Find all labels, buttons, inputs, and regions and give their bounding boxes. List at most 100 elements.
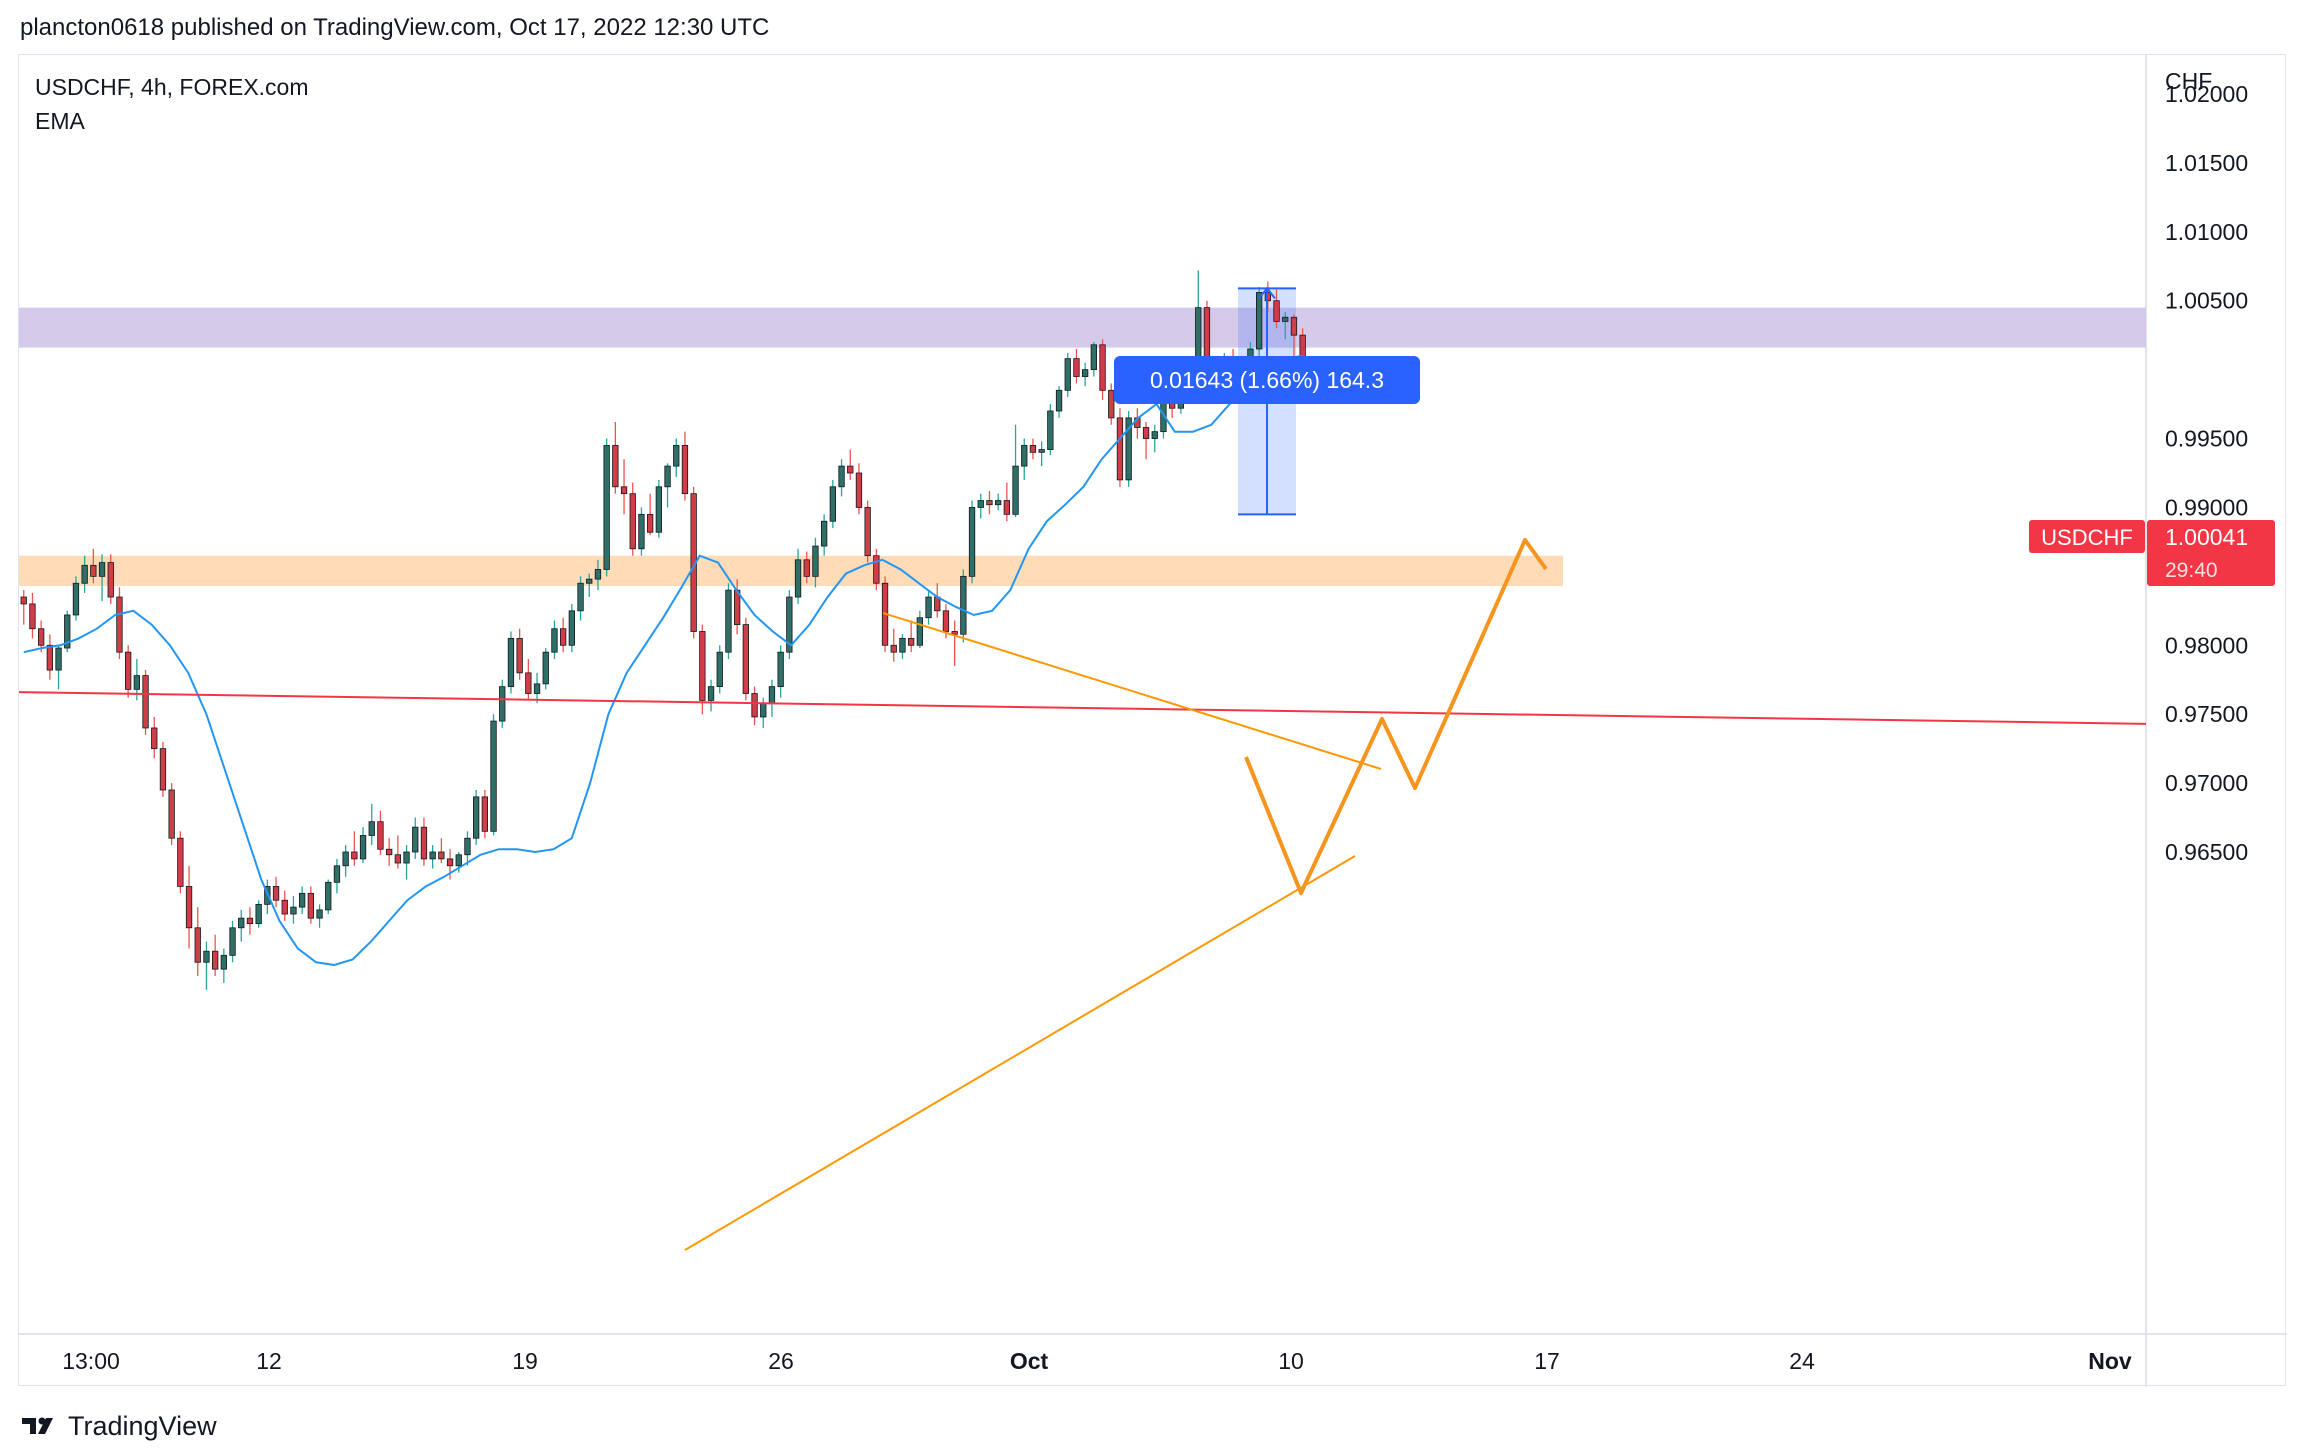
candle-body[interactable] [768, 686, 776, 704]
candle-body[interactable] [742, 624, 749, 694]
candle-body[interactable] [864, 507, 871, 557]
candle-body[interactable] [281, 899, 288, 915]
candle-body[interactable] [707, 686, 715, 701]
candle-body[interactable] [159, 748, 167, 791]
candle-body[interactable] [20, 596, 27, 605]
candle-body[interactable] [1047, 410, 1054, 450]
candle-body[interactable] [803, 559, 810, 577]
candle-body[interactable] [90, 564, 97, 577]
chart-frame[interactable]: 0.01643 (1.66%) 164.3 USDCHF, 4h, FOREX.… [18, 54, 2287, 1387]
measure-label-box[interactable] [1114, 356, 1420, 404]
candle-body[interactable] [359, 835, 367, 860]
candle-body[interactable] [307, 892, 315, 919]
candle-body[interactable] [29, 603, 36, 630]
candle-body[interactable] [612, 445, 619, 488]
candle-body[interactable] [1090, 344, 1097, 371]
candle-body[interactable] [472, 796, 480, 839]
candle-body[interactable] [821, 520, 828, 547]
candle-body[interactable] [446, 858, 454, 867]
candle-body[interactable] [316, 909, 323, 919]
candle-body[interactable] [916, 617, 923, 646]
candle-body[interactable] [238, 917, 245, 929]
candle-body[interactable] [620, 486, 628, 495]
candle-body[interactable] [55, 647, 62, 671]
candle-body[interactable] [142, 675, 149, 729]
candle-body[interactable] [995, 500, 1002, 506]
candle-body[interactable] [1282, 316, 1289, 322]
candle-body[interactable] [1021, 445, 1028, 467]
candle-body[interactable] [908, 637, 915, 646]
chart-canvas[interactable]: 0.01643 (1.66%) 164.3 USDCHF, 4h, FOREX.… [19, 55, 2287, 1387]
triangle-upper-trendline[interactable] [882, 612, 1382, 770]
candle-body[interactable] [1256, 292, 1263, 350]
candle-body[interactable] [429, 851, 436, 860]
candle-body[interactable] [525, 672, 532, 694]
candle-body[interactable] [751, 693, 758, 718]
candle-body[interactable] [786, 596, 793, 653]
candle-body[interactable] [586, 578, 593, 584]
candle-body[interactable] [1073, 358, 1080, 377]
candle-body[interactable] [272, 886, 280, 901]
legend-symbol[interactable]: USDCHF, 4h, FOREX.com [35, 74, 309, 100]
candle-body[interactable] [725, 589, 732, 653]
candle-body[interactable] [98, 562, 106, 577]
candle-body[interactable] [1082, 369, 1089, 377]
candle-body[interactable] [377, 821, 384, 850]
candle-body[interactable] [1290, 316, 1298, 336]
candle-body[interactable] [855, 472, 863, 508]
candle-body[interactable] [1064, 358, 1071, 391]
candle-body[interactable] [516, 637, 523, 674]
candle-body[interactable] [1038, 449, 1045, 453]
support-zone[interactable] [19, 555, 1563, 587]
candle-body[interactable] [298, 892, 306, 908]
legend-indicator[interactable]: EMA [35, 108, 86, 134]
candle-body[interactable] [838, 465, 845, 488]
price-axis-ticks[interactable]: 1.02000 1.01500 1.01000 1.00500 0.99500 0.990… [2165, 81, 2248, 865]
candle-body[interactable] [351, 851, 358, 860]
candle-body[interactable] [72, 582, 80, 616]
candle-body[interactable] [986, 500, 993, 506]
candle-body[interactable] [125, 651, 132, 690]
candle-body[interactable] [1125, 417, 1132, 481]
candle-body[interactable] [1108, 389, 1115, 419]
candle-body[interactable] [194, 927, 201, 963]
candle-body[interactable] [542, 651, 549, 685]
triangle-lower-trendline[interactable] [684, 855, 1356, 1251]
candle-body[interactable] [812, 545, 819, 577]
candle-body[interactable] [368, 821, 375, 836]
candle-body[interactable] [568, 610, 575, 646]
candle-body[interactable] [151, 727, 158, 750]
candle-body[interactable] [951, 631, 958, 635]
candle-body[interactable] [438, 851, 445, 860]
candle-body[interactable] [255, 903, 262, 925]
candle-body[interactable] [81, 564, 88, 584]
candle-body[interactable] [325, 881, 332, 911]
candle-body[interactable] [925, 596, 932, 619]
candle-body[interactable] [455, 854, 462, 867]
candle-body[interactable] [211, 950, 219, 970]
candle-body[interactable] [664, 465, 671, 488]
candle-body[interactable] [64, 614, 71, 649]
candle-body[interactable] [1029, 445, 1037, 453]
candle-body[interactable] [873, 555, 880, 584]
tradingview-brand[interactable]: TradingView [68, 1410, 217, 1441]
candle-body[interactable] [290, 906, 297, 915]
candle-body[interactable] [716, 651, 723, 688]
candle-body[interactable] [942, 610, 950, 632]
candle-body[interactable] [655, 486, 662, 533]
candle-body[interactable] [220, 954, 228, 970]
candle-body[interactable] [890, 644, 897, 653]
candle-body[interactable] [977, 500, 984, 508]
candle-body[interactable] [394, 854, 402, 864]
candle-body[interactable] [829, 486, 836, 522]
candle-body[interactable] [177, 837, 184, 887]
projection-path-1[interactable] [1244, 538, 1548, 895]
time-axis-ticks[interactable]: 13:00 12 19 26 Oct 10 17 24 Nov [62, 1348, 2132, 1374]
candle-body[interactable] [899, 637, 906, 653]
candle-body[interactable] [333, 865, 341, 883]
candle-body[interactable] [560, 628, 567, 646]
resistance-zone[interactable] [19, 307, 2146, 348]
support-trendline[interactable] [19, 691, 2147, 725]
candle-body[interactable] [46, 644, 54, 671]
candle-body[interactable] [1003, 500, 1010, 515]
